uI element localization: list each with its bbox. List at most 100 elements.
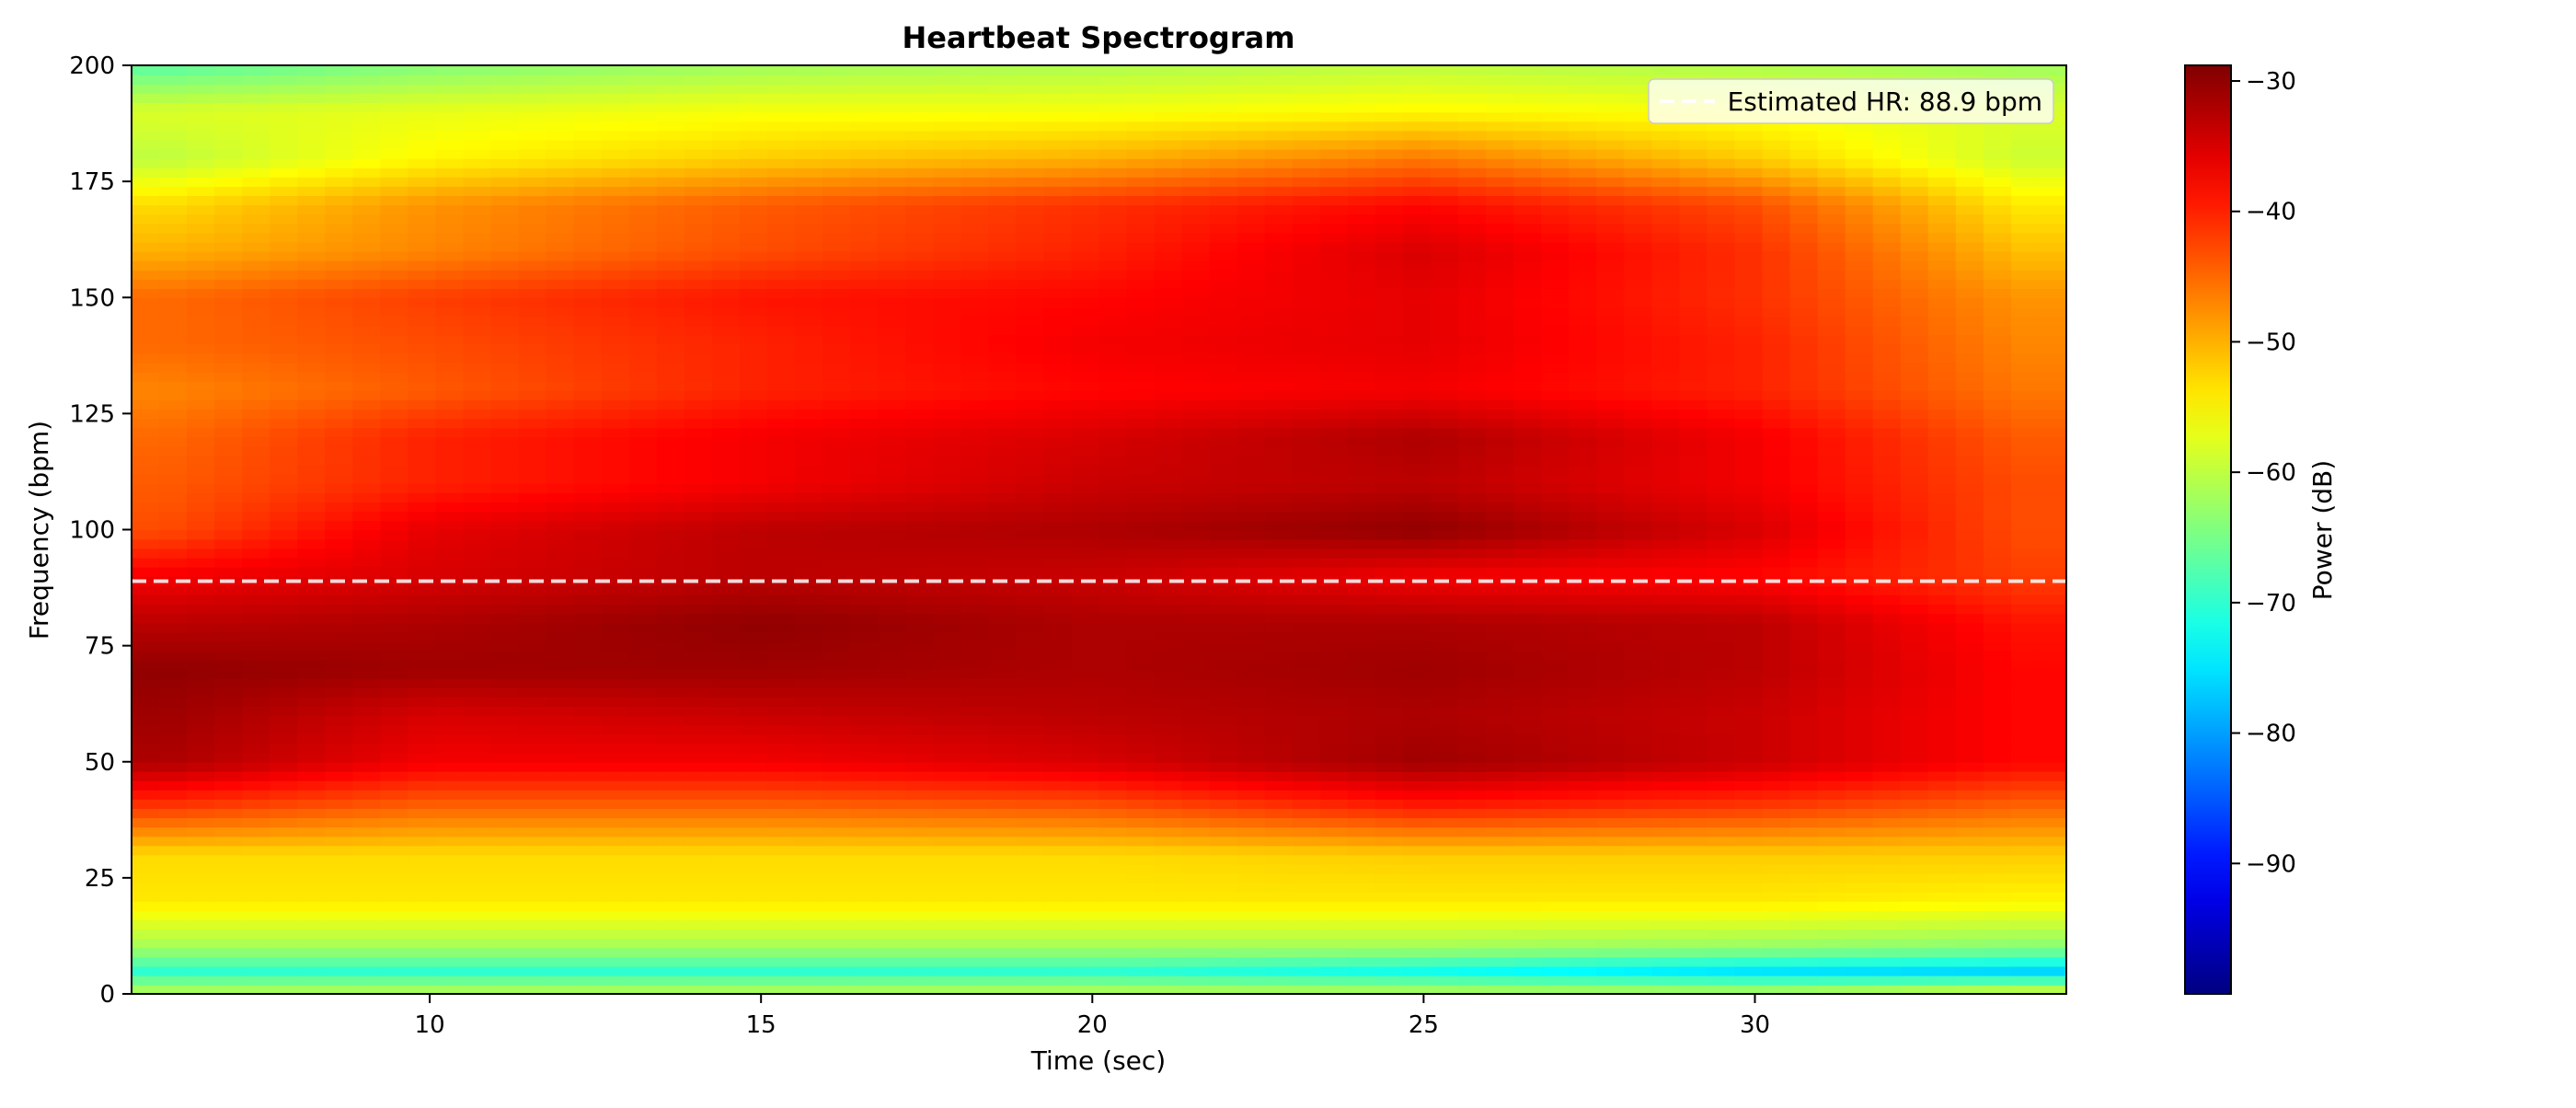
heatmap-cell <box>1679 817 1708 827</box>
heatmap-cell <box>546 799 575 809</box>
heatmap-cell <box>2039 483 2067 493</box>
heatmap-cell <box>1818 530 1846 540</box>
heatmap-cell <box>519 733 547 744</box>
heatmap-cell <box>1679 567 1708 577</box>
heatmap-cell <box>1873 390 1902 400</box>
heatmap-cell <box>1127 520 1156 530</box>
heatmap-cell <box>2011 687 2040 698</box>
heatmap-cell <box>1320 353 1349 364</box>
heatmap-cell <box>1016 335 1044 345</box>
heatmap-cell <box>1873 975 1902 986</box>
heatmap-cell <box>1043 502 1072 512</box>
heatmap-cell <box>1182 651 1211 661</box>
heatmap-cell <box>1928 474 1957 484</box>
heatmap-cell <box>1431 594 1459 605</box>
heatmap-cell <box>1210 966 1238 976</box>
heatmap-cell <box>767 502 796 512</box>
heatmap-cell <box>519 483 547 493</box>
heatmap-cell <box>988 808 1017 818</box>
heatmap-cell <box>1873 381 1902 391</box>
heatmap-cell <box>1790 744 1819 754</box>
heatmap-cell <box>878 390 906 400</box>
heatmap-cell <box>822 762 851 772</box>
heatmap-cell <box>850 883 879 893</box>
heatmap-cell <box>878 697 906 707</box>
heatmap-cell <box>795 631 823 641</box>
heatmap-cell <box>1458 604 1487 614</box>
heatmap-cell <box>1901 799 1929 809</box>
heatmap-cell <box>1513 948 1542 958</box>
heatmap-cell <box>933 715 961 725</box>
heatmap-cell <box>1956 539 1984 549</box>
heatmap-cell <box>1679 753 1708 763</box>
heatmap-cell <box>1127 511 1156 521</box>
heatmap-cell <box>1596 744 1625 754</box>
heatmap-cell <box>491 910 520 920</box>
heatmap-cell <box>1210 594 1238 605</box>
heatmap-cell <box>1320 697 1349 707</box>
heatmap-cell <box>1016 733 1044 744</box>
heatmap-cell <box>408 594 436 605</box>
heatmap-cell <box>1928 706 1957 716</box>
heatmap-cell <box>850 687 879 698</box>
heatmap-cell <box>712 539 741 549</box>
heatmap-cell <box>574 846 603 856</box>
heatmap-cell <box>1763 456 1791 466</box>
heatmap-cell <box>1182 409 1211 419</box>
heatmap-cell <box>988 492 1017 502</box>
heatmap-cell <box>574 864 603 874</box>
heatmap-cell <box>519 901 547 911</box>
heatmap-cell <box>435 855 464 865</box>
heatmap-cell <box>850 660 879 670</box>
heatmap-cell <box>712 465 741 475</box>
heatmap-cell <box>464 511 492 521</box>
heatmap-cell <box>1431 520 1459 530</box>
heatmap-cell <box>325 558 353 568</box>
heatmap-cell <box>1763 363 1791 373</box>
heatmap-cell <box>187 372 215 382</box>
heatmap-cell <box>1016 520 1044 530</box>
heatmap-cell <box>187 353 215 364</box>
heatmap-cell <box>1016 539 1044 549</box>
heatmap-cell <box>1928 622 1957 632</box>
heatmap-cell <box>1486 855 1514 865</box>
heatmap-cell <box>822 826 851 837</box>
heatmap-cell <box>602 660 630 670</box>
heatmap-cell <box>767 548 796 559</box>
heatmap-cell <box>214 892 243 902</box>
heatmap-cell <box>1596 372 1625 382</box>
heatmap-cell <box>1237 975 1266 986</box>
heatmap-cell <box>1901 744 1929 754</box>
heatmap-cell <box>214 836 243 846</box>
heatmap-cell <box>657 651 685 661</box>
heatmap-cell <box>712 409 741 419</box>
heatmap-cell <box>270 483 298 493</box>
heatmap-cell <box>1237 855 1266 865</box>
heatmap-cell <box>602 733 630 744</box>
heatmap-cell <box>1458 585 1487 595</box>
heatmap-cell <box>132 957 160 967</box>
heatmap-cell <box>712 706 741 716</box>
heatmap-cell <box>1651 660 1680 670</box>
heatmap-cell <box>408 910 436 920</box>
heatmap-cell <box>1901 733 1929 744</box>
heatmap-cell <box>1846 697 1874 707</box>
heatmap-cell <box>988 762 1017 772</box>
heatmap-cell <box>491 883 520 893</box>
heatmap-cell <box>408 428 436 438</box>
heatmap-cell <box>1043 641 1072 652</box>
heatmap-cell <box>1956 474 1984 484</box>
heatmap-cell <box>464 594 492 605</box>
heatmap-cell <box>1431 938 1459 948</box>
heatmap-cell <box>159 836 188 846</box>
heatmap-cell <box>1679 622 1708 632</box>
heatmap-cell <box>1348 594 1376 605</box>
heatmap-cell <box>1155 771 1183 781</box>
heatmap-cell <box>1375 558 1404 568</box>
heatmap-cell <box>519 669 547 679</box>
heatmap-cell <box>1846 465 1874 475</box>
heatmap-cell <box>684 846 713 856</box>
heatmap-cell <box>1016 846 1044 856</box>
heatmap-cell <box>740 744 768 754</box>
heatmap-cell <box>297 326 326 336</box>
